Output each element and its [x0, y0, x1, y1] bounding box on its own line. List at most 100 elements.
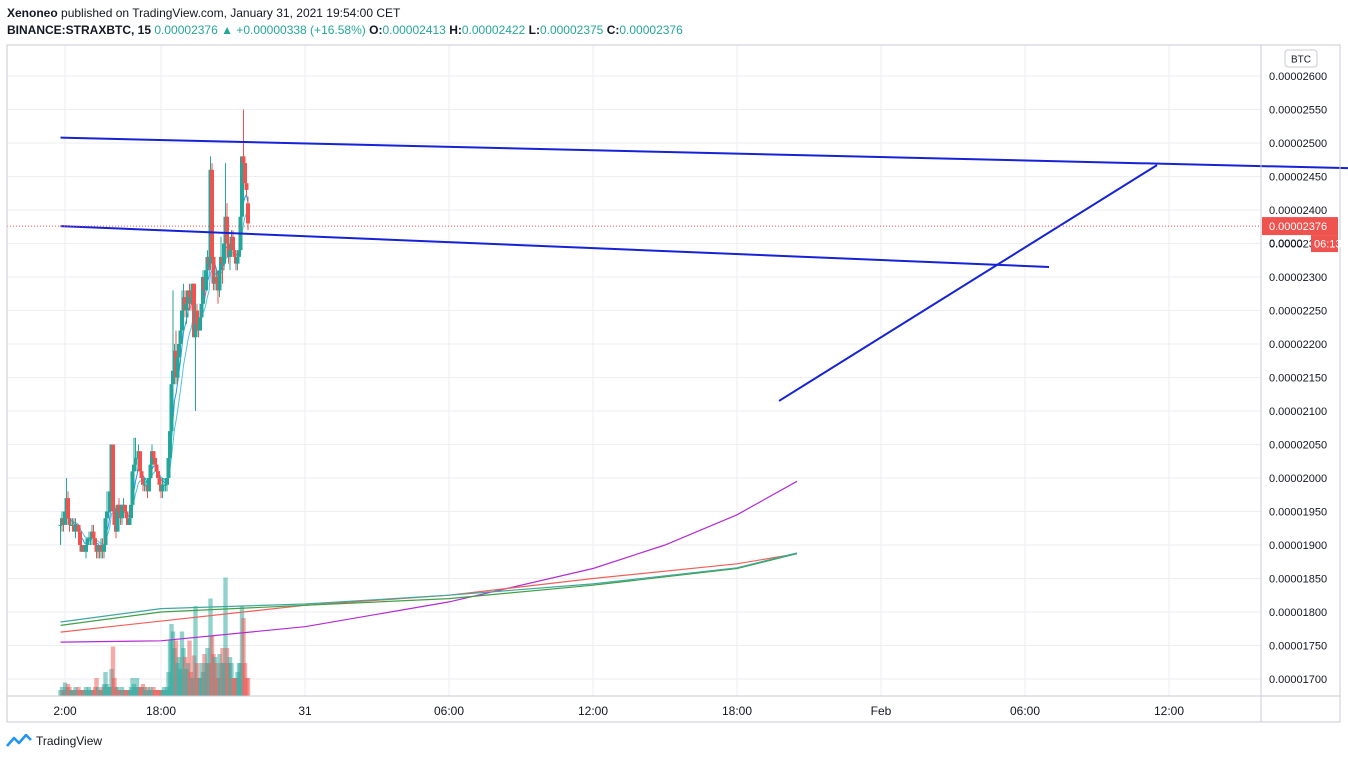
publish-text: published on TradingView.com, January 31…: [61, 6, 401, 20]
time-axis[interactable]: 2:00 18:00 31 06:00 12:00 18:00 Feb 06:00 12:00: [53, 704, 1184, 718]
candle-body: [178, 330, 183, 344]
candle-body: [184, 303, 189, 311]
candle-body: [76, 524, 81, 532]
candle-body: [141, 478, 145, 485]
time-tick-label: 31: [298, 704, 312, 718]
price-tick-label: 0.00002550: [1269, 105, 1327, 117]
candle-body: [168, 431, 172, 458]
chart-frame: [6, 44, 1341, 723]
candle-body: [73, 524, 78, 532]
trendline: [60, 136, 1348, 170]
candle-body: [241, 156, 246, 164]
volume-bar: [223, 577, 228, 696]
price-tick-label: 0.00002300: [1269, 272, 1327, 284]
candle-body: [130, 471, 135, 505]
close-value: 0.00002376: [619, 23, 683, 37]
candle-body: [228, 250, 232, 257]
low-value: 0.00002375: [539, 23, 604, 37]
candle-body: [195, 310, 199, 324]
time-tick-label: 18:00: [722, 704, 752, 718]
candle-body: [211, 256, 216, 284]
candle-body: [217, 270, 222, 291]
candle-body: [232, 250, 237, 257]
ma-purple-line: [60, 480, 798, 643]
candle-body: [91, 531, 96, 539]
brand-name: TradingView: [36, 734, 103, 748]
volume-bar: [110, 646, 116, 696]
high-label: H:: [449, 23, 462, 37]
candle-body: [151, 451, 156, 458]
price-tick-label: 0.00002400: [1269, 205, 1327, 217]
symbol-name[interactable]: BINANCE:STRAXBTC, 15: [7, 23, 152, 37]
candle-body: [88, 538, 93, 540]
candle-body: [237, 250, 241, 257]
candle-body: [177, 344, 181, 358]
candle-body: [132, 464, 136, 472]
candle-body: [106, 511, 111, 513]
candle-body: [198, 317, 202, 331]
symbol-info: BINANCE:STRAXBTC, 15 0.00002376 ▲ +0.000…: [7, 23, 683, 37]
volume-bar: [193, 606, 198, 696]
time-tick-label: 12:00: [1154, 704, 1184, 718]
candle-body: [180, 310, 184, 331]
candle-body: [129, 504, 133, 519]
candle-body: [78, 531, 82, 545]
candle-body: [171, 370, 175, 385]
candle-body: [240, 156, 244, 217]
time-tick-label: 2:00: [53, 704, 77, 718]
price-tick-label: 0.00002500: [1269, 138, 1327, 150]
publisher-name[interactable]: Xenoneo: [7, 6, 58, 20]
ema-fast-line: [60, 193, 249, 549]
time-tick-label: Feb: [871, 704, 892, 718]
price-tick-label: 0.00002450: [1269, 172, 1327, 184]
candle-body: [58, 524, 63, 526]
low-label: L:: [528, 23, 540, 37]
price-tick-label: 0.00002200: [1269, 339, 1327, 351]
candle-body: [139, 471, 144, 478]
candle-body: [246, 203, 250, 224]
price-tick-label: 0.00001900: [1269, 540, 1327, 552]
publish-info: Xenoneo published on TradingView.com, Ja…: [7, 6, 400, 20]
ma-green-line: [60, 553, 798, 626]
close-label: C:: [606, 23, 620, 37]
candle-body: [154, 464, 159, 472]
tradingview-logo-icon: [6, 734, 32, 747]
ma-teal-line: [60, 552, 798, 623]
high-value: 0.00002422: [461, 23, 526, 37]
candle-body: [66, 498, 70, 519]
candle-body: [153, 457, 157, 465]
countdown-label: 06:13: [1314, 239, 1342, 251]
tradingview-footer[interactable]: TradingView: [6, 734, 102, 748]
candle-body: [120, 504, 124, 519]
open-value: 0.00002413: [382, 23, 446, 37]
chart-grid: [7, 45, 1261, 696]
last-price: 0.00002376: [154, 23, 218, 37]
candle-body: [169, 384, 174, 432]
volume-bar: [245, 678, 251, 696]
candle-body: [225, 216, 229, 244]
countdown-tag: [1311, 235, 1338, 253]
price-change: ▲ +0.00000338 (+16.58%): [221, 23, 366, 37]
price-tick-label: 0.00001800: [1269, 607, 1327, 619]
candle-body: [148, 464, 153, 478]
price-tick-label: 0.00001700: [1269, 674, 1327, 686]
candle-body: [115, 504, 120, 532]
last-price-tag: [1262, 217, 1338, 236]
price-tick-label: 0.00002250: [1269, 306, 1327, 318]
candle-body: [166, 457, 171, 478]
candle-body: [147, 478, 151, 492]
currency-label: BTC: [1291, 55, 1311, 66]
outer-frame: [6, 44, 1341, 723]
candle-body: [84, 545, 88, 552]
time-tick-label: 06:00: [1010, 704, 1040, 718]
candle-body: [102, 545, 106, 552]
candle-body: [214, 277, 219, 284]
candle-body: [85, 538, 90, 545]
candle-body: [244, 183, 249, 190]
price-axis[interactable]: 0.00002600 0.00002550 0.00002500 0.00002450…: [1262, 49, 1342, 686]
candle-body: [112, 511, 117, 525]
price-tick-label: 0.00002600: [1269, 71, 1327, 83]
price-tick-label: 0.00002000: [1269, 473, 1327, 485]
time-tick-label: 18:00: [146, 704, 176, 718]
